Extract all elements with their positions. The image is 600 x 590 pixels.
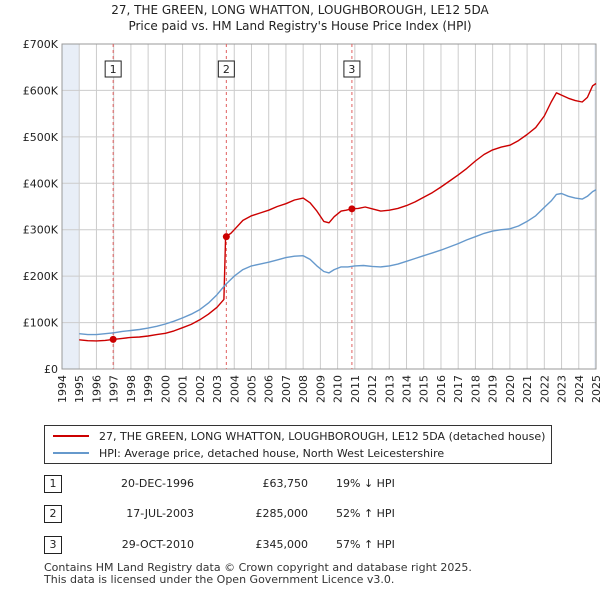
x-tick-label: 2023	[556, 375, 569, 403]
x-tick-label: 2024	[573, 375, 586, 403]
sale-date: 20-DEC-1996	[120, 477, 194, 490]
x-tick-label: 2006	[263, 375, 276, 403]
x-tick-label: 2012	[366, 375, 379, 403]
sale-price: £285,000	[255, 507, 309, 520]
y-tick-label: £600K	[23, 84, 59, 97]
sale-label: 1	[110, 63, 117, 76]
x-tick-label: 2016	[435, 375, 448, 403]
sale-label-box	[343, 60, 361, 78]
shaded-period	[62, 44, 80, 369]
y-tick-label: £700K	[23, 38, 59, 51]
sale-label-box	[217, 60, 235, 78]
y-tick-label: £0	[44, 363, 58, 376]
sale-hpi-comparison: 19% ↓ HPI	[336, 477, 395, 490]
sale-label-box	[104, 60, 122, 78]
sale-number-badge: 3	[44, 536, 62, 554]
property-price-line	[79, 82, 597, 342]
x-tick-label: 2010	[332, 375, 345, 403]
y-tick-label: £200K	[23, 270, 59, 283]
legend-swatch-hpi	[53, 452, 89, 454]
x-tick-label: 2009	[314, 375, 327, 403]
x-tick-label: 2011	[349, 375, 362, 403]
x-tick-label: 2015	[418, 375, 431, 403]
sale-number-badge: 2	[44, 505, 62, 523]
sale-price: £63,750	[262, 477, 309, 490]
legend-item-property: 27, THE GREEN, LONG WHATTON, LOUGHBOROUG…	[53, 428, 545, 444]
legend-label-property: 27, THE GREEN, LONG WHATTON, LOUGHBOROUG…	[99, 429, 546, 443]
x-tick-label: 2025	[590, 375, 600, 403]
x-tick-label: 2007	[280, 375, 293, 403]
x-tick-label: 2001	[177, 375, 190, 403]
sales-table-row: 3 29-OCT-2010 £345,000 57% ↑ HPI	[44, 536, 464, 556]
sale-price: £345,000	[255, 538, 309, 551]
x-tick-label: 2008	[297, 375, 310, 403]
legend-label-hpi: HPI: Average price, detached house, Nort…	[99, 446, 445, 460]
y-tick-label: £500K	[23, 131, 59, 144]
x-tick-label: 2003	[211, 375, 224, 403]
legend-swatch-property	[53, 435, 89, 437]
footer: Contains HM Land Registry data © Crown c…	[44, 562, 472, 586]
sale-point	[348, 205, 356, 213]
x-tick-label: 2018	[469, 375, 482, 403]
y-tick-label: £100K	[23, 317, 59, 330]
x-tick-label: 1998	[125, 375, 138, 403]
x-tick-label: 1994	[56, 375, 69, 403]
x-tick-label: 2021	[521, 375, 534, 403]
sale-point	[222, 233, 230, 241]
sale-number-badge: 1	[44, 475, 62, 493]
plot-frame	[61, 43, 597, 370]
chart-subtitle: Price paid vs. HM Land Registry's House …	[128, 19, 472, 33]
x-tick-label: 2013	[383, 375, 396, 403]
legend: 27, THE GREEN, LONG WHATTON, LOUGHBOROUG…	[44, 425, 552, 464]
sale-date: 29-OCT-2010	[121, 538, 194, 551]
x-tick-label: 2019	[487, 375, 500, 403]
sales-table-row: 1 20-DEC-1996 £63,750 19% ↓ HPI	[44, 475, 464, 495]
x-tick-label: 1999	[142, 375, 155, 403]
sale-date: 17-JUL-2003	[126, 507, 194, 520]
x-tick-label: 2000	[159, 375, 172, 403]
footer-copyright: Contains HM Land Registry data © Crown c…	[44, 561, 472, 574]
x-tick-label: 2002	[194, 375, 207, 403]
x-tick-label: 1997	[108, 375, 121, 403]
sale-hpi-comparison: 52% ↑ HPI	[336, 507, 395, 520]
x-tick-label: 2022	[538, 375, 551, 403]
shaded-period	[594, 44, 596, 369]
x-tick-label: 2005	[245, 375, 258, 403]
y-tick-label: £400K	[23, 177, 59, 190]
footer-license: This data is licensed under the Open Gov…	[44, 573, 395, 586]
sale-point	[109, 335, 117, 343]
sale-label: 3	[348, 63, 355, 76]
x-tick-label: 1995	[73, 375, 86, 403]
legend-item-hpi: HPI: Average price, detached house, Nort…	[53, 445, 444, 461]
price-chart: £0 £100K £200K £300K £400K £500K £600K £700K 199…	[23, 38, 600, 403]
x-tick-label: 2020	[504, 375, 517, 403]
x-tick-label: 2017	[452, 375, 465, 403]
chart-title: 27, THE GREEN, LONG WHATTON, LOUGHBOROUG…	[111, 3, 489, 17]
x-tick-label: 2004	[228, 375, 241, 403]
x-tick-label: 2014	[401, 375, 414, 403]
y-tick-label: £300K	[23, 224, 59, 237]
sale-hpi-comparison: 57% ↑ HPI	[336, 538, 395, 551]
sale-label: 2	[223, 63, 230, 76]
sales-table-row: 2 17-JUL-2003 £285,000 52% ↑ HPI	[44, 505, 464, 525]
hpi-line	[79, 189, 597, 336]
x-tick-label: 1996	[90, 375, 103, 403]
